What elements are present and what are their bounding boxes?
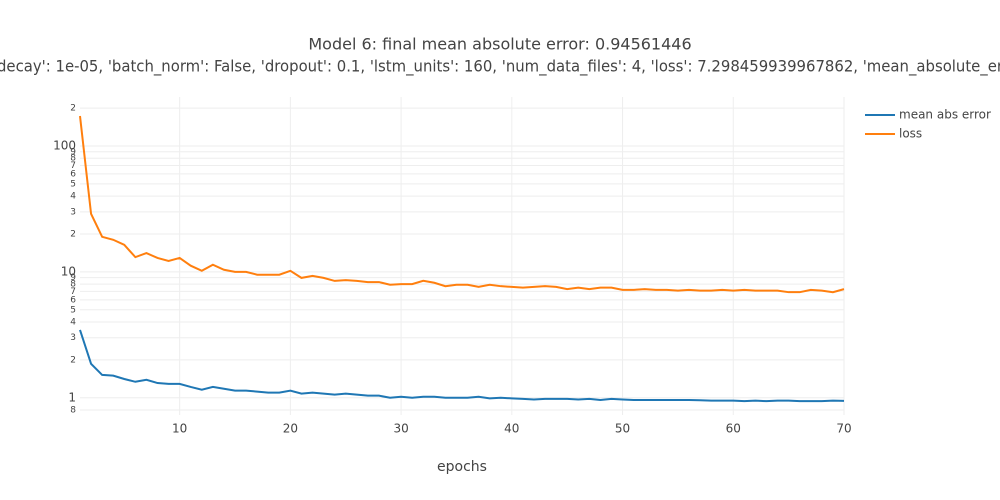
y-tick-label: 2	[70, 355, 76, 365]
x-tick-label: 40	[504, 422, 519, 436]
y-tick-label: 9	[70, 273, 76, 283]
y-tick-label: 7	[70, 287, 76, 297]
series-line	[79, 115, 845, 294]
y-tick-label: 8	[70, 154, 76, 164]
y-tick-label: 8	[70, 405, 76, 415]
y-tick-label: 3	[70, 333, 76, 343]
chart-title: Model 6: final mean absolute error: 0.94…	[308, 35, 691, 54]
y-tick-label: 5	[70, 305, 76, 315]
y-tick-label: 7	[70, 161, 76, 171]
legend-label: mean abs error	[899, 108, 991, 122]
y-tick-label: 9	[70, 147, 76, 157]
x-tick-label: 50	[615, 422, 630, 436]
x-axis-title: epochs	[437, 459, 487, 475]
x-tick-label: 70	[836, 422, 851, 436]
y-tick-label: 100	[53, 138, 76, 152]
y-tick-label: 10	[61, 264, 76, 278]
y-tick-label: 8	[70, 280, 76, 290]
y-tick-label: 6	[70, 169, 76, 179]
y-tick-label: 2	[70, 229, 76, 239]
chart-subtitle: decay': 1e-05, 'batch_norm': False, 'dro…	[0, 57, 1000, 77]
x-tick-label: 30	[393, 422, 408, 436]
y-tick-label: 4	[70, 192, 76, 202]
legend-label: loss	[899, 127, 922, 141]
x-tick-label: 20	[283, 422, 298, 436]
series-line	[79, 329, 845, 403]
x-tick-label: 10	[172, 422, 187, 436]
x-tick-label: 60	[726, 422, 741, 436]
y-tick-label: 5	[70, 179, 76, 189]
y-tick-label: 6	[70, 295, 76, 305]
y-tick-label: 4	[70, 317, 76, 327]
y-tick-label: 1	[68, 390, 76, 404]
y-tick-label: 2	[70, 104, 76, 114]
y-tick-label: 3	[70, 207, 76, 217]
